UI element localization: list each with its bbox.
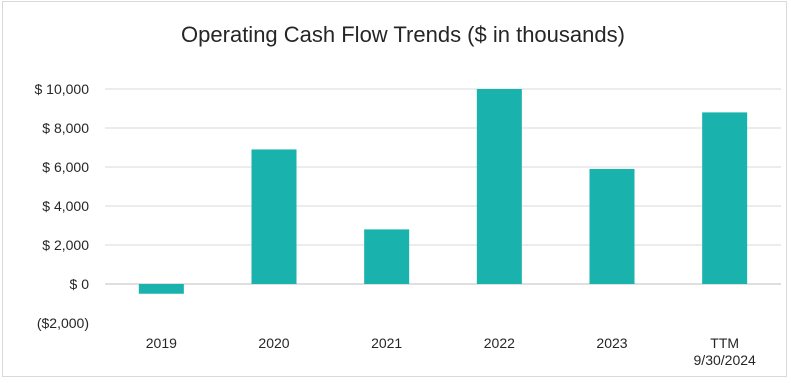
x-tick-label: 9/30/2024	[694, 352, 756, 368]
y-axis-ticks: $ 10,000 $ 8,000 $ 6,000 $ 4,000 $ 2,000 $ 0 (…	[35, 81, 90, 331]
x-tick-label: 2020	[258, 335, 289, 351]
y-tick-label: $ 8,000	[42, 120, 89, 136]
y-tick-label: $ 10,000	[35, 81, 90, 97]
chart-title: Operating Cash Flow Trends ($ in thousan…	[181, 22, 625, 47]
bar	[476, 89, 522, 284]
bar	[251, 149, 297, 284]
y-tick-label: $ 0	[70, 276, 90, 292]
bar	[702, 112, 748, 285]
bar	[589, 168, 635, 284]
x-tick-label: TTM	[710, 335, 739, 351]
gridlines	[105, 88, 781, 285]
operating-cash-flow-chart: Operating Cash Flow Trends ($ in thousan…	[35, 22, 781, 368]
y-tick-label: $ 4,000	[42, 198, 89, 214]
bar	[364, 229, 410, 284]
chart-frame: Operating Cash Flow Trends ($ in thousan…	[2, 1, 787, 377]
x-tick-label: 2022	[484, 335, 515, 351]
x-tick-label: 2023	[596, 335, 627, 351]
bars	[138, 89, 748, 294]
bar	[138, 284, 184, 294]
y-tick-label: $ 6,000	[42, 159, 89, 175]
y-tick-label: ($2,000)	[37, 315, 89, 331]
x-tick-label: 2019	[146, 335, 177, 351]
y-tick-label: $ 2,000	[42, 237, 89, 253]
x-tick-label: 2021	[371, 335, 402, 351]
